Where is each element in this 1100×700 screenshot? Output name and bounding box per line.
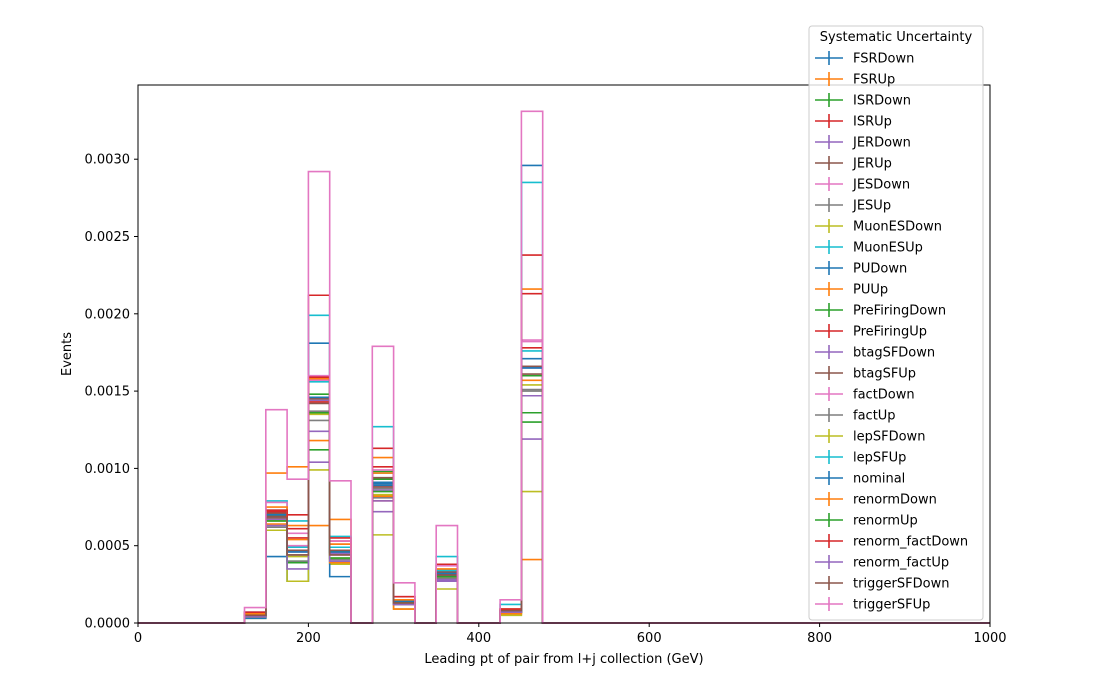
- legend: Systematic Uncertainty FSRDown FSRUp ISRDo…: [808, 25, 984, 621]
- legend-label: FSRDown: [853, 52, 914, 67]
- legend-label: PreFiringUp: [853, 325, 927, 340]
- legend-title: Systematic Uncertainty: [820, 30, 973, 45]
- legend-item-renorm_factDown: renorm_factDown: [815, 534, 968, 550]
- legend-item-PUUp: PUUp: [815, 282, 888, 298]
- legend-item-JESDown: JESDown: [815, 177, 910, 193]
- x-tick-label: 400: [466, 631, 491, 646]
- legend-label: ISRUp: [853, 115, 892, 130]
- legend-label: lepSFUp: [853, 451, 906, 466]
- legend-item-MuonESDown: MuonESDown: [815, 219, 942, 235]
- legend-label: ISRDown: [853, 94, 911, 109]
- legend-item-JERUp: JERUp: [815, 156, 892, 172]
- legend-item-factUp: factUp: [815, 408, 896, 424]
- x-tick-label: 1000: [973, 631, 1006, 646]
- plot-area-frame: [137, 84, 991, 624]
- legend-label: nominal: [853, 472, 905, 487]
- legend-item-btagSFDown: btagSFDown: [815, 345, 935, 361]
- x-axis: 0 200 400 600 800 1000: [134, 623, 1007, 646]
- x-tick-label: 800: [807, 631, 832, 646]
- legend-label: PUUp: [853, 283, 888, 298]
- legend-label: triggerSFDown: [853, 577, 949, 592]
- y-axis-label: Events: [60, 332, 75, 376]
- legend-label: JERDown: [852, 136, 911, 151]
- legend-label: factUp: [853, 409, 896, 424]
- legend-item-JERDown: JERDown: [815, 135, 911, 151]
- legend-item-renorm_factUp: renorm_factUp: [815, 555, 949, 571]
- legend-label: FSRUp: [853, 73, 895, 88]
- y-tick-label: 0.0005: [85, 539, 131, 554]
- legend-item-ISRUp: ISRUp: [815, 114, 892, 130]
- legend-label: factDown: [853, 388, 915, 403]
- legend-item-triggerSFDown: triggerSFDown: [815, 576, 949, 592]
- legend-label: PUDown: [853, 262, 907, 277]
- legend-label: JESUp: [852, 199, 891, 214]
- legend-label: btagSFDown: [853, 346, 935, 361]
- legend-label: renormDown: [853, 493, 937, 508]
- x-tick-label: 600: [637, 631, 662, 646]
- legend-item-MuonESUp: MuonESUp: [815, 240, 923, 256]
- x-axis-label: Leading pt of pair from l+j collection (…: [424, 652, 703, 667]
- x-tick-label: 0: [134, 631, 142, 646]
- legend-item-renormUp: renormUp: [815, 513, 918, 529]
- y-tick-label: 0.0010: [85, 462, 131, 477]
- legend-label: renormUp: [853, 514, 918, 529]
- legend-item-lepSFDown: lepSFDown: [815, 429, 925, 445]
- legend-item-lepSFUp: lepSFUp: [815, 450, 906, 466]
- y-tick-label: 0.0000: [85, 617, 131, 632]
- legend-item-triggerSFUp: triggerSFUp: [815, 597, 930, 613]
- legend-label: JERUp: [852, 157, 892, 172]
- legend-item-PreFiringDown: PreFiringDown: [815, 303, 946, 319]
- legend-item-nominal: nominal: [815, 471, 905, 487]
- legend-box: [808, 25, 984, 621]
- legend-item-ISRDown: ISRDown: [815, 93, 911, 109]
- legend-label: MuonESDown: [853, 220, 942, 235]
- y-tick-label: 0.0025: [85, 230, 131, 245]
- legend-label: btagSFUp: [853, 367, 916, 382]
- legend-item-PUDown: PUDown: [815, 261, 907, 277]
- legend-item-FSRUp: FSRUp: [815, 72, 895, 88]
- legend-label: lepSFDown: [853, 430, 925, 445]
- y-tick-label: 0.0020: [85, 307, 131, 322]
- legend-item-PreFiringUp: PreFiringUp: [815, 324, 927, 340]
- legend-item-FSRDown: FSRDown: [815, 51, 914, 67]
- legend-item-btagSFUp: btagSFUp: [815, 366, 916, 382]
- y-tick-label: 0.0015: [85, 385, 131, 400]
- legend-item-JESUp: JESUp: [815, 198, 891, 214]
- legend-label: JESDown: [852, 178, 910, 193]
- legend-item-factDown: factDown: [815, 387, 915, 403]
- legend-item-renormDown: renormDown: [815, 492, 937, 508]
- legend-label: triggerSFUp: [853, 598, 930, 613]
- legend-label: renorm_factUp: [853, 556, 949, 571]
- x-tick-label: 200: [296, 631, 321, 646]
- y-tick-label: 0.0030: [85, 153, 131, 168]
- legend-label: MuonESUp: [853, 241, 923, 256]
- legend-label: PreFiringDown: [853, 304, 946, 319]
- legend-label: renorm_factDown: [853, 535, 968, 550]
- y-axis: 0.0000 0.0005 0.0010 0.0015 0.0020 0.0025 0.00…: [85, 153, 138, 632]
